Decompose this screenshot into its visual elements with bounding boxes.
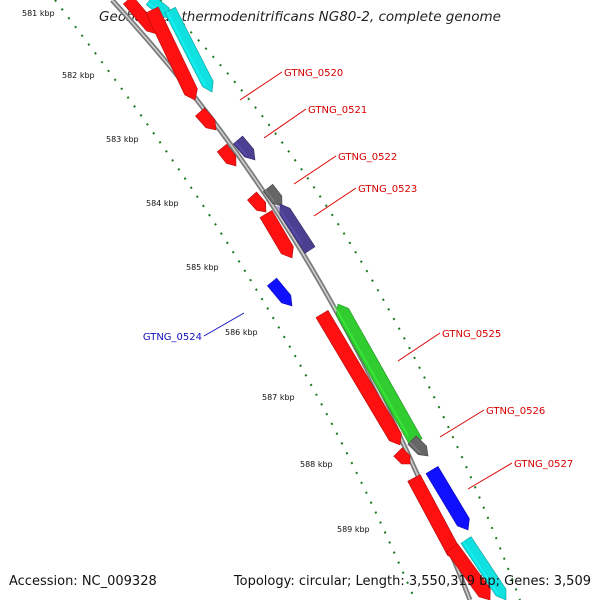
gene-features — [122, 0, 507, 600]
gene-arrow-f7[interactable] — [232, 135, 256, 161]
gene-arrow-highlight — [462, 541, 499, 595]
gene-arrow-f4[interactable] — [164, 6, 214, 93]
gene-arrow-f16[interactable] — [393, 447, 411, 465]
gene-arrow-f8[interactable] — [247, 191, 267, 213]
map-title: Geobacillus thermodenitrificans NG80-2, … — [99, 9, 501, 25]
gene-label-gtng_0525[interactable]: GTNG_0525 — [442, 329, 501, 340]
gene-arrow-highlight — [248, 197, 260, 210]
gene-arrow-f20[interactable] — [460, 536, 507, 600]
gene-label-leader — [293, 155, 337, 185]
gene-arrow-highlight — [234, 141, 248, 156]
gene-label-gtng_0522[interactable]: GTNG_0522 — [338, 152, 397, 163]
gene-arrow-highlight — [218, 149, 230, 163]
gene-arrow-f15[interactable] — [407, 435, 429, 457]
gene-arrow-highlight — [409, 479, 452, 555]
gene-arrow-f12[interactable] — [266, 277, 293, 307]
scale-tick-label: 585 kbp — [186, 263, 219, 272]
scale-tick-label: 583 kbp — [106, 135, 139, 144]
gene-arrow-highlight — [276, 205, 303, 245]
gene-arrow-highlight — [147, 11, 189, 94]
gene-arrow-f5[interactable] — [195, 107, 217, 131]
gene-label-gtng_0521[interactable]: GTNG_0521 — [308, 105, 367, 116]
gene-label-gtng_0520[interactable]: GTNG_0520 — [284, 68, 343, 79]
gene-label-gtng_0527[interactable]: GTNG_0527 — [514, 459, 573, 470]
inner-tick-ring — [54, 0, 416, 600]
gene-arrow-highlight — [264, 189, 276, 203]
gene-arrow-highlight — [124, 1, 150, 30]
gene-label-leader — [439, 409, 485, 438]
scale-tick-label: 582 kbp — [62, 71, 95, 80]
scale-tick-label: 588 kbp — [300, 460, 333, 469]
gene-arrow-highlight — [268, 283, 285, 302]
gene-arrow-highlight — [395, 453, 405, 463]
gene-label-leader — [263, 108, 307, 139]
gene-arrow-highlight — [196, 113, 209, 127]
gene-arrow-highlight — [428, 471, 461, 525]
gene-arrow-highlight — [166, 11, 206, 86]
scale-tick-label: 584 kbp — [146, 199, 179, 208]
outer-tick-ring — [159, 0, 521, 600]
gene-label-leader — [397, 332, 441, 362]
gene-arrow-f11[interactable] — [279, 203, 316, 254]
scale-tick-label: 586 kbp — [225, 328, 258, 337]
gene-arrow-highlight — [448, 549, 483, 596]
gene-arrow-highlight — [262, 215, 285, 253]
gene-arrow-f19[interactable] — [445, 543, 491, 600]
gene-arrow-f10[interactable] — [259, 209, 294, 259]
gene-arrow-highlight — [333, 305, 409, 437]
gene-label-leader — [239, 71, 283, 101]
gene-label-leader — [313, 187, 357, 217]
gene-arrow-f9[interactable] — [262, 183, 283, 207]
gene-label-leader — [467, 462, 513, 490]
scale-ticks: 581 kbp 582 kbp 583 kbp 584 kbp 585 kbp 586 k… — [22, 9, 370, 534]
scale-tick-label: 587 kbp — [262, 393, 295, 402]
gene-label-gtng_0524[interactable]: GTNG_0524 — [143, 332, 202, 343]
gene-label-gtng_0526[interactable]: GTNG_0526 — [486, 406, 545, 417]
accession-text: Accession: NC_009328 — [9, 574, 157, 589]
gene-arrow-f17[interactable] — [425, 465, 470, 531]
gene-arrow-f13[interactable] — [315, 309, 402, 446]
genome-summary-text: Topology: circular; Length: 3,550,319 bp… — [233, 574, 591, 589]
gene-label-gtng_0523[interactable]: GTNG_0523 — [358, 184, 417, 195]
gene-arrow-highlight — [409, 441, 421, 454]
gene-label-leader — [203, 312, 245, 337]
gene-arrow-highlight — [318, 315, 393, 440]
gene-arrow-f6[interactable] — [216, 143, 237, 167]
scale-tick-label: 589 kbp — [337, 525, 370, 534]
scale-tick-label: 581 kbp — [22, 9, 55, 18]
gene-arrow-f3[interactable] — [145, 6, 198, 101]
gene-labels: GTNG_0520 GTNG_0521 GTNG_0522 GTNG_0523 GTNG… — [143, 68, 573, 490]
